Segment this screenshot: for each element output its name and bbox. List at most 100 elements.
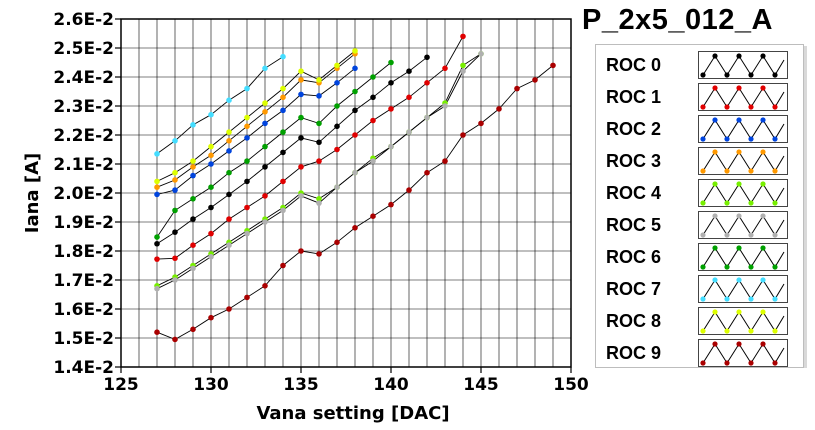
series-line-roc-8 xyxy=(156,50,356,182)
data-point-roc-0 xyxy=(280,149,286,156)
data-point-roc-6 xyxy=(388,59,394,66)
legend-label: ROC 4 xyxy=(606,183,662,203)
legend-swatch-marker xyxy=(736,85,742,91)
legend-swatch-line xyxy=(702,183,785,204)
data-point-roc-6 xyxy=(244,158,250,164)
data-point-roc-9 xyxy=(370,213,376,219)
legend-swatch-marker xyxy=(712,341,718,347)
data-point-roc-3 xyxy=(208,152,214,159)
legend-swatch-marker xyxy=(700,200,706,206)
legend-swatch-marker xyxy=(760,213,766,219)
legend-label: ROC 6 xyxy=(606,247,662,267)
data-point-roc-0 xyxy=(370,94,376,101)
y-tick-label: 1.9E-2 xyxy=(53,213,114,233)
data-point-roc-8 xyxy=(244,114,250,121)
data-point-roc-9 xyxy=(226,306,232,312)
legend-swatch-marker xyxy=(736,245,742,251)
legend-swatch-marker xyxy=(700,104,706,110)
data-point-roc-6 xyxy=(190,196,196,202)
data-point-roc-4 xyxy=(460,62,466,69)
legend-swatch xyxy=(698,179,788,207)
legend-swatch-marker xyxy=(700,136,706,142)
legend-swatch-marker xyxy=(700,360,706,366)
data-point-roc-5 xyxy=(190,265,196,272)
data-point-roc-5 xyxy=(352,169,358,176)
legend-item-roc-7: ROC 7 xyxy=(596,275,803,303)
data-point-roc-5 xyxy=(334,184,340,190)
data-point-roc-0 xyxy=(424,54,430,61)
data-point-roc-7 xyxy=(154,151,160,157)
legend-swatch-marker xyxy=(724,296,730,302)
legend-swatch-marker xyxy=(760,277,766,283)
data-point-roc-7 xyxy=(262,65,268,72)
legend-swatch-marker xyxy=(712,85,718,91)
data-point-roc-3 xyxy=(280,94,286,101)
data-point-roc-5 xyxy=(370,158,376,164)
data-point-roc-5 xyxy=(280,207,286,214)
legend-swatch-marker xyxy=(760,309,766,315)
x-tick-label: 150 xyxy=(553,375,589,395)
data-point-roc-6 xyxy=(298,114,304,121)
legend-swatch-marker xyxy=(700,328,706,334)
y-tick-label: 2.3E-2 xyxy=(53,97,114,117)
legend-swatch-marker xyxy=(700,168,706,174)
data-point-roc-8 xyxy=(298,68,304,74)
data-point-roc-5 xyxy=(406,129,412,135)
legend-swatch-marker xyxy=(724,168,730,174)
legend-item-roc-0: ROC 0 xyxy=(596,51,803,79)
data-point-roc-6 xyxy=(154,234,160,240)
legend-swatch-marker xyxy=(736,181,742,187)
data-point-roc-9 xyxy=(388,201,394,208)
legend-swatch-marker xyxy=(772,264,778,270)
legend-swatch-marker xyxy=(712,53,718,59)
legend-item-roc-2: ROC 2 xyxy=(596,115,803,143)
series-line-roc-1 xyxy=(156,36,464,260)
data-point-roc-2 xyxy=(298,91,304,98)
data-point-roc-8 xyxy=(190,158,196,164)
data-point-roc-5 xyxy=(154,285,160,292)
data-point-roc-0 xyxy=(244,178,250,185)
data-point-roc-5 xyxy=(442,103,448,109)
data-point-roc-9 xyxy=(280,262,286,269)
legend-swatch-marker xyxy=(712,245,718,251)
data-point-roc-0 xyxy=(298,135,304,141)
data-point-roc-2 xyxy=(334,80,340,86)
data-point-roc-0 xyxy=(154,240,160,247)
legend-shadow xyxy=(803,46,807,368)
data-point-roc-0 xyxy=(190,216,196,222)
data-point-roc-9 xyxy=(208,314,214,321)
legend-swatch-marker xyxy=(712,117,718,123)
legend-swatch-marker xyxy=(748,168,754,174)
legend-label: ROC 3 xyxy=(606,151,662,171)
series-line-roc-2 xyxy=(156,67,356,195)
data-point-roc-0 xyxy=(352,107,358,114)
legend-swatch xyxy=(698,83,788,111)
data-point-roc-8 xyxy=(352,48,358,54)
x-tick-label: 135 xyxy=(283,375,319,395)
legend-swatch-marker xyxy=(724,328,730,334)
data-point-roc-6 xyxy=(316,120,322,127)
data-point-roc-5 xyxy=(298,193,304,199)
legend-swatch-marker xyxy=(700,72,706,78)
legend-swatch-marker xyxy=(772,232,778,238)
data-point-roc-1 xyxy=(280,178,286,185)
y-tick-label: 1.8E-2 xyxy=(53,242,114,262)
y-tick-label: 2.2E-2 xyxy=(53,126,114,146)
legend-label: ROC 8 xyxy=(606,311,662,331)
data-point-roc-2 xyxy=(316,93,322,99)
legend-swatch-marker xyxy=(748,232,754,238)
legend-swatch-marker xyxy=(748,136,754,142)
y-axis-label: Iana [A] xyxy=(22,153,43,233)
y-tick-label: 1.4E-2 xyxy=(53,358,114,378)
legend-swatch-marker xyxy=(724,200,730,206)
data-point-roc-3 xyxy=(190,164,196,170)
data-point-roc-9 xyxy=(172,336,178,343)
legend-label: ROC 5 xyxy=(606,215,662,235)
legend-label: ROC 0 xyxy=(606,55,662,75)
data-point-roc-8 xyxy=(208,143,214,150)
data-point-roc-9 xyxy=(316,251,322,257)
legend-swatch-marker xyxy=(748,264,754,270)
data-point-roc-9 xyxy=(190,326,196,333)
data-point-roc-3 xyxy=(298,77,304,83)
legend-swatch-line xyxy=(702,343,785,364)
